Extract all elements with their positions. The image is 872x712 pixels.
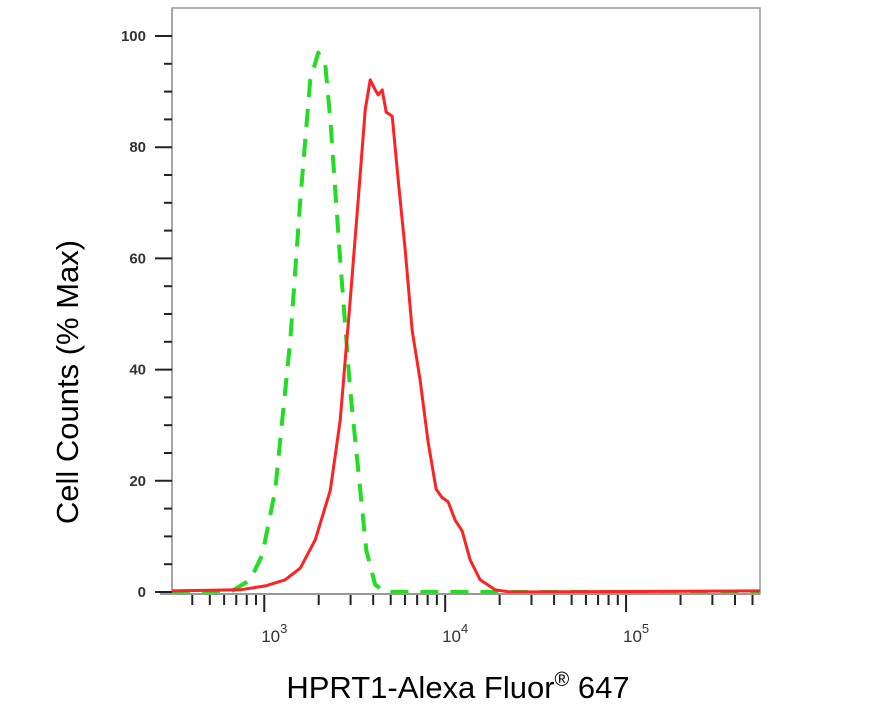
x-axis-title: HPRT1-Alexa Fluor® 647 bbox=[286, 669, 629, 705]
x-axis-title-main: HPRT1-Alexa Fluor bbox=[286, 670, 554, 705]
y-tick-label: 0 bbox=[138, 584, 146, 601]
x-axis: 103 104 105 bbox=[191, 595, 754, 646]
x-axis-title-end: 647 bbox=[569, 670, 629, 705]
plot-frame bbox=[171, 7, 761, 595]
y-tick-label: 20 bbox=[129, 473, 146, 490]
x-tick-exponent: 5 bbox=[642, 621, 649, 636]
x-tick-exponent: 3 bbox=[280, 621, 287, 636]
x-tick-base: 10 bbox=[261, 627, 280, 646]
y-axis: 0 20 40 60 80 100 bbox=[121, 8, 173, 601]
x-tick-label: 105 bbox=[623, 621, 649, 646]
y-tick-label: 100 bbox=[121, 28, 146, 45]
y-axis-title: Cell Counts (% Max) bbox=[50, 240, 85, 524]
x-tick-label: 103 bbox=[261, 621, 287, 646]
x-tick-base: 10 bbox=[442, 627, 461, 646]
series-group bbox=[171, 50, 761, 594]
sample-histogram-line bbox=[171, 78, 761, 594]
control-histogram-line bbox=[172, 50, 760, 594]
x-axis-title-sup: ® bbox=[555, 669, 570, 691]
y-tick-label: 60 bbox=[129, 250, 146, 267]
y-tick-label: 80 bbox=[129, 139, 146, 156]
x-tick-exponent: 4 bbox=[461, 621, 468, 636]
x-tick-label: 104 bbox=[442, 621, 468, 646]
y-tick-label: 40 bbox=[129, 362, 146, 379]
x-tick-base: 10 bbox=[623, 627, 642, 646]
